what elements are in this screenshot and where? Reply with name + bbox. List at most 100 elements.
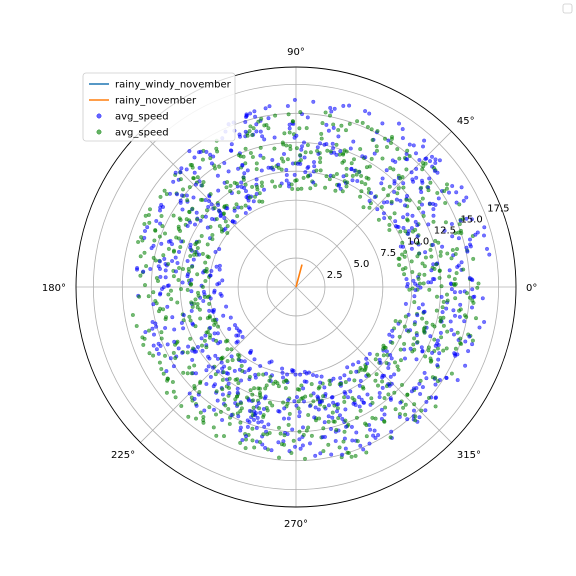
scatter-point (357, 395, 362, 400)
scatter-point (253, 375, 258, 380)
scatter-point (159, 241, 164, 246)
scatter-point (159, 336, 164, 341)
scatter-point (203, 214, 208, 219)
scatter-point (402, 347, 407, 352)
scatter-point (397, 156, 402, 161)
scatter-point (293, 372, 298, 377)
scatter-point (142, 250, 147, 255)
scatter-point (366, 373, 371, 378)
scatter-point (318, 380, 323, 385)
scatter-point (351, 139, 356, 144)
scatter-point (193, 249, 198, 254)
scatter-point (372, 428, 377, 433)
scatter-point (250, 184, 255, 189)
scatter-points (130, 97, 492, 461)
scatter-point (336, 416, 341, 421)
scatter-point (204, 149, 209, 154)
scatter-point (467, 334, 472, 339)
scatter-point (390, 158, 395, 163)
scatter-point (433, 238, 438, 243)
scatter-point (242, 185, 247, 190)
scatter-point (178, 170, 183, 175)
scatter-point (282, 442, 287, 447)
scatter-point (470, 338, 475, 343)
scatter-point (355, 439, 360, 444)
scatter-point (135, 266, 140, 271)
scatter-point (458, 302, 463, 307)
scatter-point (248, 111, 253, 116)
scatter-point (277, 409, 282, 414)
scatter-point (359, 180, 364, 185)
scatter-point (437, 268, 442, 273)
scatter-point (409, 389, 414, 394)
scatter-point (204, 368, 209, 373)
scatter-point (180, 280, 185, 285)
scatter-point (198, 149, 203, 154)
scatter-point (223, 403, 228, 408)
scatter-point (456, 263, 461, 268)
scatter-point (334, 171, 339, 176)
scatter-point (467, 295, 472, 300)
scatter-point (301, 386, 306, 391)
scatter-point (420, 180, 425, 185)
scatter-point (361, 400, 366, 405)
scatter-point (161, 371, 166, 376)
scatter-point (343, 407, 348, 412)
scatter-point (306, 164, 311, 169)
legend-box (82, 72, 236, 142)
scatter-point (463, 339, 468, 344)
scatter-point (149, 246, 154, 251)
scatter-point (176, 226, 181, 231)
scatter-point (389, 356, 394, 361)
angular-tick-label: 90° (287, 47, 305, 58)
scatter-point (225, 180, 230, 185)
scatter-point (409, 240, 414, 245)
scatter-point (392, 178, 397, 183)
scatter-point (450, 183, 455, 188)
scatter-point (296, 406, 301, 411)
scatter-point (434, 262, 439, 267)
scatter-point (455, 330, 460, 335)
scatter-point (375, 207, 380, 212)
scatter-point (200, 197, 205, 202)
angular-gridline (140, 286, 297, 443)
scatter-point (163, 275, 168, 280)
scatter-point (413, 288, 418, 293)
scatter-point (360, 385, 365, 390)
scatter-point (322, 142, 327, 147)
scatter-point (423, 408, 428, 413)
scatter-point (199, 233, 204, 238)
scatter-point (352, 168, 357, 173)
scatter-point (193, 416, 198, 421)
scatter-point (200, 284, 205, 289)
scatter-point (273, 184, 278, 189)
scatter-point (290, 119, 295, 124)
scatter-point (281, 142, 286, 147)
scatter-point (236, 381, 241, 386)
scatter-point (453, 313, 458, 318)
scatter-point (267, 104, 272, 109)
scatter-point (265, 408, 270, 413)
scatter-point (179, 404, 184, 409)
scatter-point (400, 240, 405, 245)
scatter-point (250, 438, 255, 443)
scatter-point (414, 357, 419, 362)
scatter-point (322, 404, 327, 409)
scatter-point (299, 147, 304, 152)
scatter-point (457, 314, 462, 319)
scatter-point (335, 409, 340, 414)
scatter-point (381, 187, 386, 192)
scatter-point (150, 326, 155, 331)
scatter-point (349, 167, 354, 172)
scatter-point (403, 356, 408, 361)
scatter-point (254, 161, 259, 166)
scatter-point (228, 189, 233, 194)
scatter-point (159, 202, 164, 207)
scatter-point (309, 382, 314, 387)
scatter-point (147, 220, 152, 225)
scatter-point (368, 427, 373, 432)
scatter-point (216, 202, 221, 207)
scatter-point (298, 446, 303, 451)
scatter-point (214, 216, 219, 221)
scatter-point (363, 109, 368, 114)
